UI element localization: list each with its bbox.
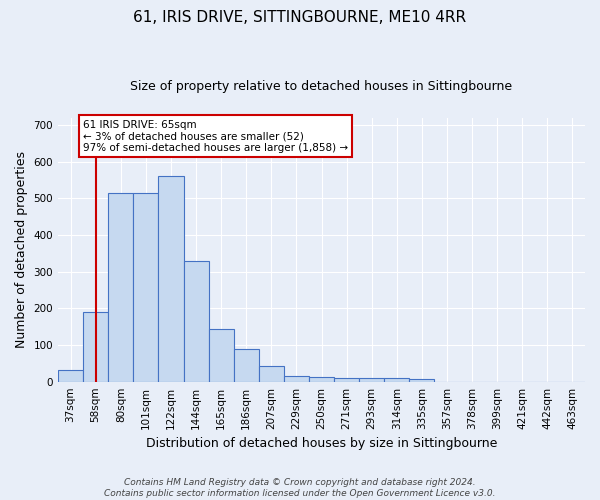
Text: Contains HM Land Registry data © Crown copyright and database right 2024.
Contai: Contains HM Land Registry data © Crown c… xyxy=(104,478,496,498)
Bar xyxy=(83,312,108,382)
Bar xyxy=(284,376,309,382)
Bar xyxy=(359,378,384,382)
X-axis label: Distribution of detached houses by size in Sittingbourne: Distribution of detached houses by size … xyxy=(146,437,497,450)
Bar xyxy=(233,350,259,382)
Bar xyxy=(58,370,83,382)
Bar xyxy=(384,378,409,382)
Y-axis label: Number of detached properties: Number of detached properties xyxy=(15,151,28,348)
Text: 61, IRIS DRIVE, SITTINGBOURNE, ME10 4RR: 61, IRIS DRIVE, SITTINGBOURNE, ME10 4RR xyxy=(133,10,467,25)
Bar xyxy=(309,378,334,382)
Bar xyxy=(209,328,233,382)
Bar xyxy=(133,193,158,382)
Title: Size of property relative to detached houses in Sittingbourne: Size of property relative to detached ho… xyxy=(130,80,512,93)
Bar xyxy=(184,262,209,382)
Text: 61 IRIS DRIVE: 65sqm
← 3% of detached houses are smaller (52)
97% of semi-detach: 61 IRIS DRIVE: 65sqm ← 3% of detached ho… xyxy=(83,120,348,152)
Bar xyxy=(158,176,184,382)
Bar xyxy=(334,378,359,382)
Bar xyxy=(409,380,434,382)
Bar xyxy=(108,193,133,382)
Bar xyxy=(259,366,284,382)
